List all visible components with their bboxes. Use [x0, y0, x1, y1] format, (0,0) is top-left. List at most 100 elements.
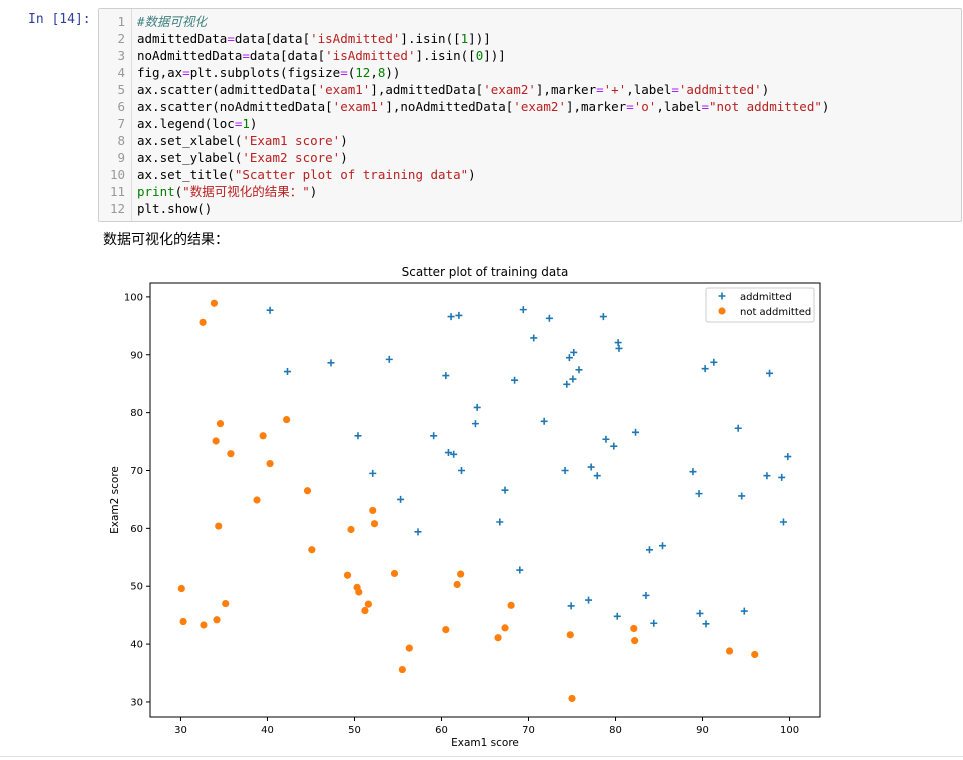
y-tick-label: 60 — [130, 524, 143, 535]
not-admitted-point — [405, 644, 413, 652]
not-admitted-point — [568, 694, 576, 703]
not-admitted-point — [303, 487, 312, 495]
print-output: 数据可视化的结果： — [103, 232, 229, 248]
admitted-point — [740, 607, 748, 615]
admitted-point — [645, 546, 653, 554]
admitted-point — [530, 334, 538, 342]
admitted-point — [689, 468, 697, 476]
not-admitted-point — [343, 571, 352, 579]
not-admitted-point — [566, 631, 574, 639]
not-admitted-point — [630, 624, 638, 633]
y-tick-label: 30 — [130, 697, 143, 708]
admitted-point — [563, 380, 571, 388]
not-admitted-point — [355, 588, 363, 596]
not-admitted-point — [398, 665, 406, 674]
not-admitted-point — [199, 318, 207, 326]
admitted-point — [450, 450, 458, 458]
code-line[interactable]: print("数据可视化的结果：") — [137, 184, 318, 199]
not-admitted-point — [259, 432, 267, 440]
not-admitted-point — [501, 624, 509, 632]
admitted-point — [659, 542, 667, 550]
code-line[interactable]: ax.set_ylabel('Exam2 score') — [137, 150, 348, 165]
code-line[interactable]: ax.set_xlabel('Exam1 score') — [137, 133, 348, 148]
code-line[interactable]: ax.legend(loc=1) — [137, 116, 258, 131]
code-line[interactable]: noAdmittedData=data[data['isAdmitted'].i… — [137, 48, 506, 63]
code-line[interactable]: fig,ax=plt.subplots(figsize=(12,8)) — [137, 65, 401, 80]
x-tick-label: 50 — [348, 725, 361, 736]
admitted-point — [516, 566, 524, 574]
admitted-point — [430, 432, 438, 440]
line-number: 5 — [117, 82, 125, 97]
admitted-point — [701, 365, 709, 373]
admitted-point — [642, 591, 650, 599]
admitted-point — [471, 420, 479, 428]
legend-label: addmitted — [740, 292, 792, 303]
admitted-point — [763, 472, 771, 480]
code-line[interactable]: #数据可视化 — [137, 14, 208, 29]
cell-divider — [0, 756, 963, 757]
admitted-point — [283, 368, 291, 376]
not-admitted-point — [390, 569, 399, 578]
not-admitted-point — [494, 634, 502, 642]
admitted-point — [455, 311, 463, 319]
x-tick-label: 90 — [696, 725, 709, 736]
x-axis-ticks: 30 40 50 60 70 80 90 100 — [174, 717, 799, 736]
code-line[interactable]: ax.scatter(admittedData['exam1'],admitte… — [137, 82, 770, 97]
not-admitted-point — [453, 580, 461, 589]
admitted-point — [734, 424, 742, 432]
admitted-point — [696, 609, 704, 617]
not-admitted-point — [457, 570, 465, 578]
code-cell-editor[interactable]: 1 2 3 4 5 6 7 8 9 10 11 12 #数据可视化 admitt… — [98, 8, 962, 222]
not-admitted-point — [212, 437, 220, 445]
admitted-point — [610, 442, 618, 450]
x-axis-label: Exam1 score — [451, 737, 519, 749]
admitted-point — [266, 306, 274, 314]
admitted-point — [444, 449, 452, 457]
admitted-point — [565, 354, 573, 362]
not-admitted-point — [213, 616, 221, 624]
x-tick-label: 100 — [780, 725, 799, 736]
admitted-point — [779, 518, 787, 526]
admitted-point — [650, 619, 658, 627]
not-admitted-point — [364, 600, 373, 608]
admitted-point — [738, 492, 746, 500]
admitted-point — [496, 518, 504, 526]
chart-marks — [177, 299, 792, 703]
x-tick-label: 80 — [609, 725, 622, 736]
admitted-point — [778, 473, 786, 481]
legend-label: not addmitted — [740, 307, 811, 318]
admitted-point — [784, 453, 792, 461]
line-number: 7 — [117, 116, 125, 131]
code-line[interactable]: ax.set_title("Scatter plot of training d… — [137, 167, 476, 182]
admitted-point — [385, 355, 393, 363]
not-admitted-point — [253, 496, 261, 504]
code-line[interactable]: ax.scatter(noAdmittedData['exam1'],noAdm… — [137, 99, 830, 114]
admitted-point — [458, 466, 466, 474]
y-tick-label: 80 — [130, 408, 143, 419]
admitted-point — [613, 612, 621, 620]
line-number: 11 — [109, 184, 125, 199]
line-number: 1 — [117, 14, 125, 29]
admitted-point — [615, 344, 623, 352]
not-admitted-point — [266, 459, 274, 468]
legend-marker — [718, 307, 726, 315]
not-admitted-point — [308, 546, 316, 554]
chart-title: Scatter plot of training data — [402, 265, 569, 279]
admitted-point — [766, 369, 774, 377]
code-line[interactable]: plt.show() — [137, 201, 213, 216]
line-number: 6 — [117, 99, 125, 114]
cell-prompt: In [14]: — [28, 12, 91, 27]
admitted-point — [354, 432, 362, 440]
x-tick-label: 70 — [522, 725, 535, 736]
not-admitted-point — [215, 522, 223, 530]
y-axis-ticks: 30 40 50 60 70 80 90 100 — [124, 292, 150, 708]
admitted-point — [511, 376, 519, 384]
code-line[interactable]: admittedData=data[data['isAdmitted'].isi… — [137, 31, 491, 46]
not-admitted-point — [751, 650, 759, 659]
line-number: 10 — [109, 167, 125, 182]
admitted-point — [602, 435, 610, 443]
not-admitted-point — [507, 601, 515, 609]
line-number: 3 — [117, 48, 125, 63]
not-admitted-point — [216, 420, 225, 428]
line-number: 9 — [117, 150, 125, 165]
